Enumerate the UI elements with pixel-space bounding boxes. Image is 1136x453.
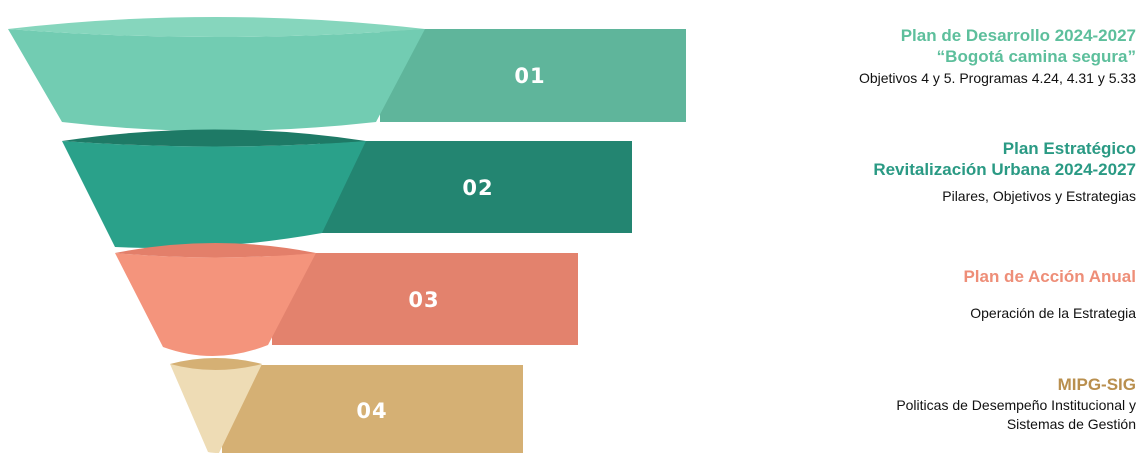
stage-4-title: MIPG-SIG [1057, 375, 1136, 394]
stage-4-number: 04 [356, 399, 387, 423]
stage-1-number: 01 [514, 64, 545, 88]
stage-1-band [380, 29, 686, 122]
stage-2-description: Plan Estratégico Revitalización Urbana 2… [696, 138, 1136, 206]
stage-2-body: Pilares, Objetivos y Estrategias [942, 188, 1136, 204]
stage-2-title: Plan Estratégico Revitalización Urbana 2… [873, 139, 1136, 179]
funnel-stage-2: 02 [62, 129, 632, 249]
funnel-stage-1: 01 [8, 17, 686, 131]
stage-4-cone [170, 364, 262, 453]
stage-3-cone [115, 253, 316, 357]
stage-1-title: Plan de Desarrollo 2024-2027 “Bogotá cam… [900, 26, 1136, 66]
stage-1-description: Plan de Desarrollo 2024-2027 “Bogotá cam… [696, 25, 1136, 88]
stage-1-cone [8, 29, 425, 131]
funnel-diagram: 01 02 03 04 [8, 17, 686, 453]
stage-1-body: Objetivos 4 y 5. Programas 4.24, 4.31 y … [858, 70, 1136, 86]
stage-3-title: Plan de Acción Anual [963, 267, 1136, 286]
stage-3-rim [115, 243, 316, 258]
stage-4-band [222, 365, 523, 453]
stage-2-cone [62, 141, 366, 249]
stage-1-rim [8, 17, 425, 37]
stage-4-description: MIPG-SIG Politicas de Desempeño Instituc… [696, 374, 1136, 434]
stage-2-band [320, 141, 632, 233]
stage-2-number: 02 [462, 176, 493, 200]
stage-4-body: Politicas de Desempeño Institucional y S… [896, 397, 1136, 432]
funnel-stage-3: 03 [115, 243, 578, 357]
stage-4-rim [170, 358, 262, 370]
funnel-stage-4: 04 [170, 358, 523, 453]
stage-2-rim [62, 129, 366, 147]
stage-3-description: Plan de Acción Anual Operación de la Est… [696, 266, 1136, 323]
stage-3-band [272, 253, 578, 345]
stage-3-number: 03 [408, 288, 439, 312]
stage-3-body: Operación de la Estrategia [970, 305, 1136, 321]
